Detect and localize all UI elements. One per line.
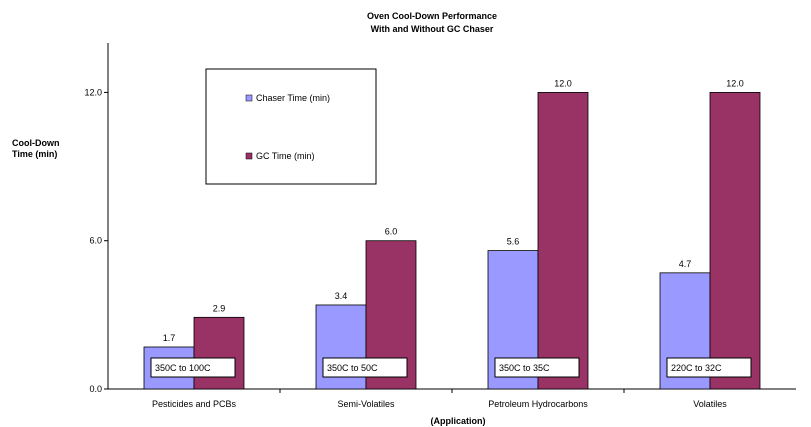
range-label-box [150, 357, 236, 378]
y-axis-label-line-2: Time (min) [12, 149, 57, 159]
data-label: 12.0 [554, 78, 572, 88]
bar-gc [193, 316, 245, 390]
legend-label-gc: GC Time (min) [256, 151, 315, 161]
chart-subtitle: With and Without GC Chaser [371, 24, 494, 34]
category-label: Pesticides and PCBs [152, 399, 237, 409]
category-label: Volatiles [693, 399, 727, 409]
range-label: 350C to 35C [499, 363, 550, 373]
y-axis-label-line-1: Cool-Down [12, 138, 60, 148]
legend-box [205, 68, 377, 185]
category-label: Petroleum Hydrocarbons [488, 399, 588, 409]
data-label: 5.6 [507, 237, 520, 247]
range-label-box [494, 357, 580, 378]
chart-title: Oven Cool-Down Performance [367, 11, 497, 21]
data-label: 6.0 [385, 227, 398, 237]
y-tick-label: 6.0 [89, 236, 102, 246]
data-label: 1.7 [163, 333, 176, 343]
data-label: 3.4 [335, 291, 348, 301]
range-label: 350C to 50C [327, 363, 378, 373]
range-label: 350C to 100C [155, 363, 211, 373]
data-label: 2.9 [213, 303, 226, 313]
range-label: 220C to 32C [671, 363, 722, 373]
legend-swatch-chaser [245, 94, 253, 102]
range-label-box [666, 357, 752, 378]
y-tick-label: 0.0 [89, 384, 102, 394]
legend: Chaser Time (min) GC Time (min) [205, 68, 377, 185]
legend-swatch-gc [245, 152, 253, 160]
range-label-box [322, 357, 408, 378]
bar-gc [709, 92, 761, 390]
plot-area: 0.0 6.0 12.0 1.7 2.9 350C to 100C Pesticides a… [84, 43, 796, 409]
data-label: 12.0 [726, 78, 744, 88]
data-label: 4.7 [679, 259, 692, 269]
bar-gc [537, 92, 589, 390]
legend-label-chaser: Chaser Time (min) [256, 93, 330, 103]
x-axis-label: (Application) [431, 416, 486, 426]
y-tick-label: 12.0 [84, 87, 102, 97]
category-label: Semi-Volatiles [337, 399, 395, 409]
